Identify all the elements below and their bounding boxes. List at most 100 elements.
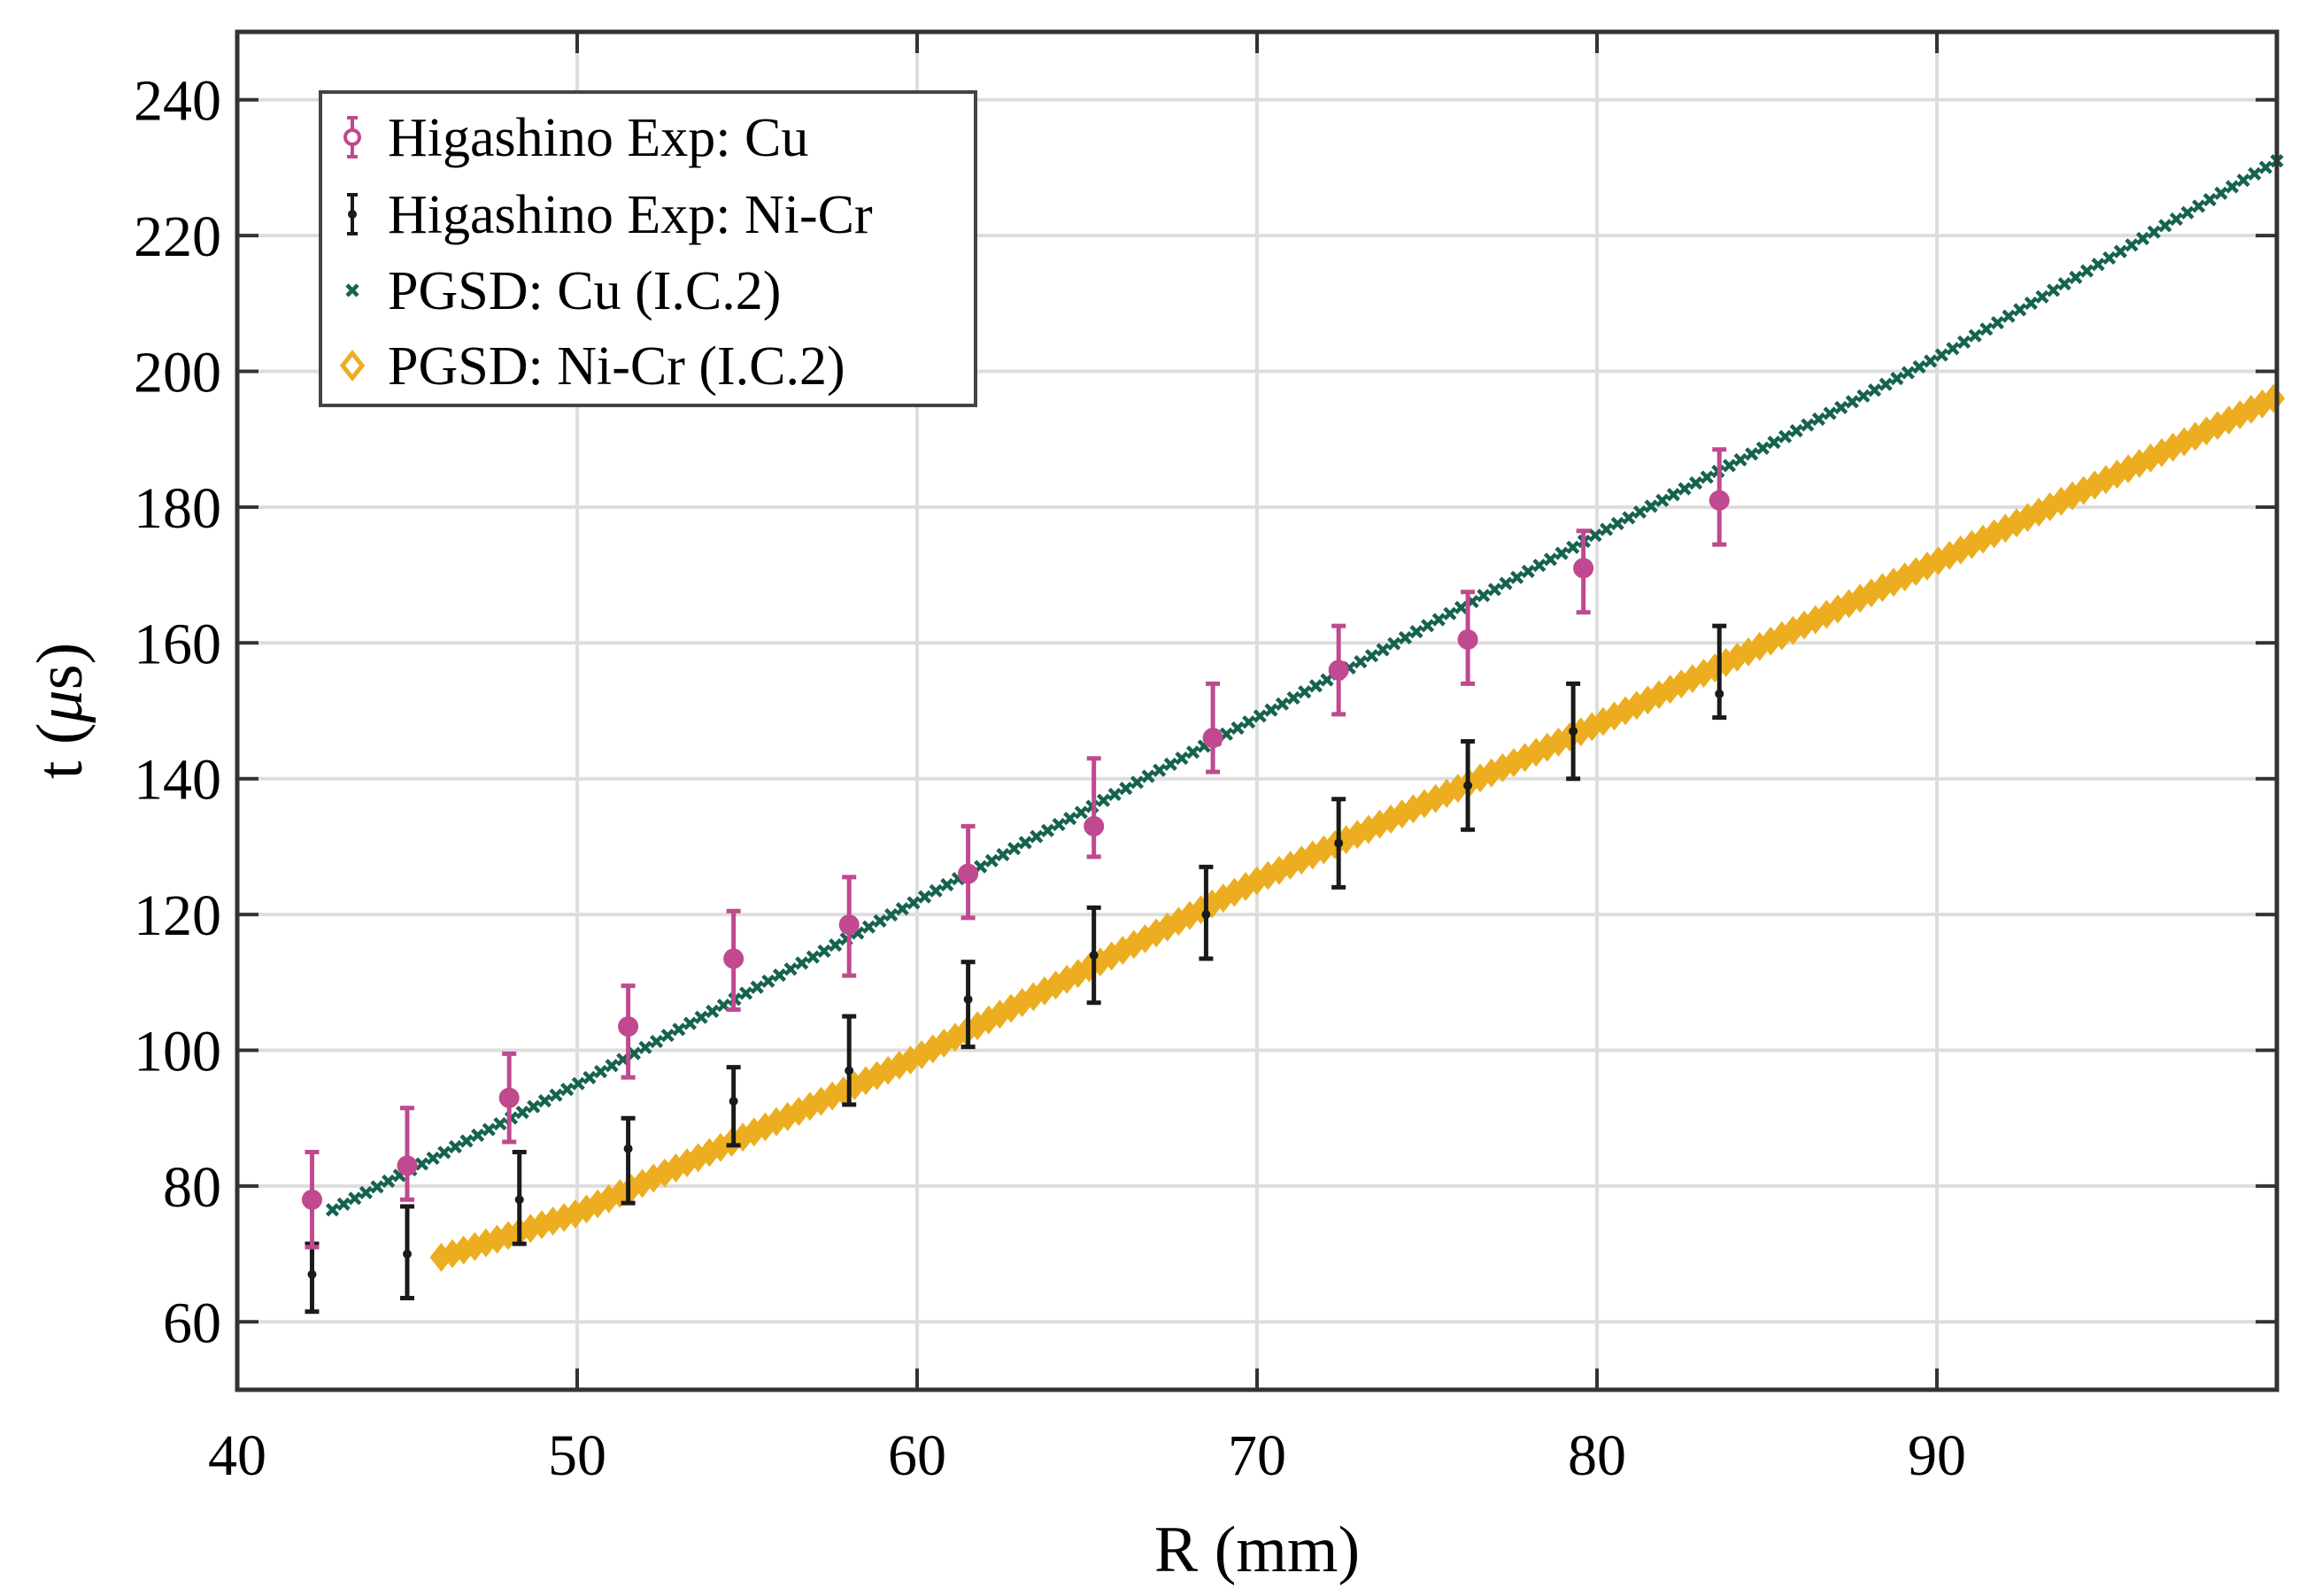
marker-stroke [2135,231,2150,246]
marker-stroke [2002,309,2016,323]
data-point [1632,505,1647,520]
marker-stroke [1688,476,1703,490]
marker-stroke [1185,745,1200,759]
data-point [723,948,744,969]
marker-stroke [1666,488,1680,502]
marker-stroke [2147,225,2161,239]
data-point [1733,452,1747,467]
data-point [1398,630,1412,644]
legend-marker-3 [339,349,366,382]
data-point [1454,600,1469,614]
marker-stroke [2024,297,2038,311]
data-point [1153,763,1167,777]
marker-stroke [1387,636,1401,651]
data-point [1007,842,1022,856]
marker-stroke [1901,366,1916,380]
data-point [1286,690,1300,705]
marker-stroke [1856,389,1871,403]
data-point [1052,817,1066,832]
data-point [1588,528,1602,543]
marker-stroke [2035,289,2049,304]
data-point [1119,782,1133,796]
marker-stroke [1543,552,1558,567]
y-axis-label-symbol: μ [24,690,96,723]
data-point [1084,815,1105,837]
marker-stroke [1119,782,1133,796]
marker-stroke [2046,283,2061,297]
data-point [2214,186,2228,200]
marker-stroke [2069,270,2083,284]
data-point [1666,488,1680,502]
error-bar [400,1106,414,1202]
marker-stroke [2214,186,2228,200]
data-point [336,1197,351,1211]
marker-stroke [1745,447,1759,461]
marker-stroke [1979,322,1994,336]
marker-stroke [1521,564,1535,579]
legend-marker-2 [345,283,359,297]
marker-stroke [1767,436,1781,450]
data-point [1655,493,1670,507]
data-point [650,1034,664,1049]
marker-stroke [1890,372,1904,386]
y-axis-label-prefix: t ( [24,722,96,779]
marker-stroke [906,896,921,910]
marker-stroke [1030,829,1044,844]
data-point [627,1046,641,1060]
marker-stroke [493,1116,507,1131]
marker-stroke [1622,511,1636,525]
marker-stroke [1879,377,1893,391]
marker-stroke [1007,842,1022,856]
data-point [2169,212,2183,227]
y-tick-label: 60 [163,1291,221,1355]
data-point [706,1004,720,1019]
marker-stroke [1364,649,1379,663]
marker-stroke [348,1191,362,1206]
data-point [1477,589,1491,603]
marker-stroke [1409,625,1423,639]
marker-stroke [1532,559,1547,573]
marker-stroke [1755,441,1770,455]
marker-stroke [1286,690,1300,705]
data-point [593,1064,608,1079]
marker-stroke [1107,787,1122,802]
marker-stroke [1153,763,1167,777]
marker-stroke [1867,383,1882,397]
data-point [1328,659,1349,681]
data-point [1320,673,1334,687]
marker-stroke [414,1157,429,1171]
data-point [1443,606,1457,621]
data-point [996,847,1010,862]
marker-stroke [1600,522,1614,536]
marker-stroke [940,877,954,892]
data-point [1107,787,1122,802]
marker-stroke [806,950,820,964]
data-point [1678,482,1692,496]
error-bar [1712,623,1727,721]
marker-stroke [336,1197,351,1211]
data-point [2079,264,2094,278]
data-point [2135,231,2150,246]
marker-stroke [2125,238,2139,252]
data-point [1745,447,1759,461]
marker-stroke [795,956,809,970]
marker-stroke [1644,499,1658,513]
y-tick-label: 80 [163,1155,221,1220]
marker-stroke [482,1122,496,1137]
data-point [1879,377,1893,391]
marker-stroke [873,914,887,928]
marker-stroke [1454,600,1469,614]
data-point [895,902,909,916]
data-point [1990,315,2005,330]
data-point [1569,727,1578,736]
data-point [515,1106,529,1120]
data-point [1253,709,1267,723]
y-tick-label: 240 [134,69,221,134]
marker-stroke [1801,418,1815,432]
data-point [984,853,999,867]
legend-label-nicr-exp: Higashino Exp: Ni-Cr [388,185,873,245]
data-point [1298,685,1312,699]
data-point [845,1066,854,1076]
x-tick-label: 90 [1908,1423,1966,1488]
data-point [582,1070,597,1084]
